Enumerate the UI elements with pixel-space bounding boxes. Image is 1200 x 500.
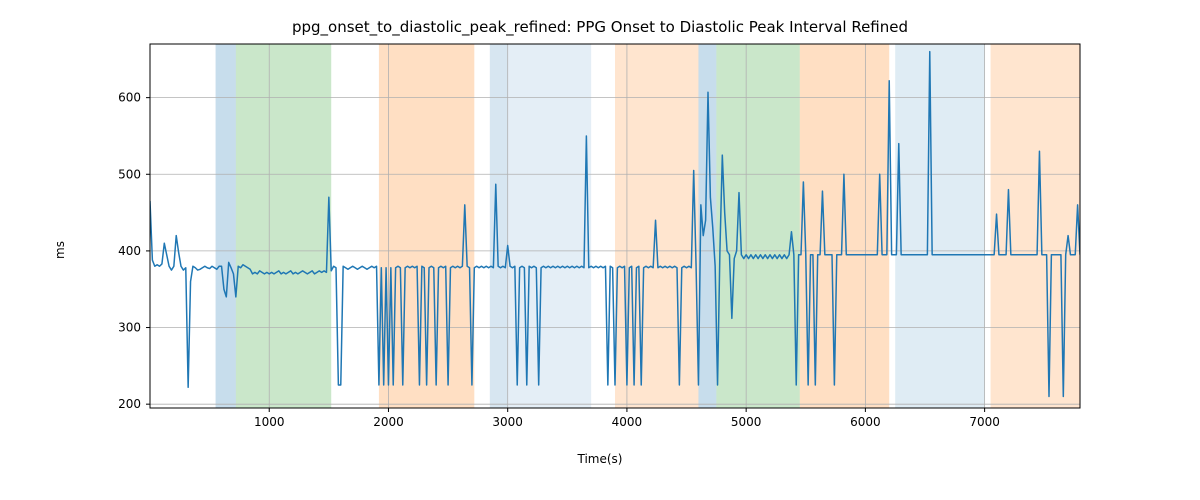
- band: [508, 44, 591, 408]
- band: [895, 44, 984, 408]
- x-tick-label: 5000: [731, 415, 762, 429]
- band: [216, 44, 236, 408]
- y-tick-label: 500: [118, 167, 141, 181]
- x-tick-label: 1000: [254, 415, 285, 429]
- x-tick-label: 6000: [850, 415, 881, 429]
- y-axis-label: ms: [50, 100, 70, 400]
- y-tick-label: 600: [118, 91, 141, 105]
- plot-svg: 1000 2000 3000 4000 5000 6000 7000 200 300 400 500…: [0, 0, 1200, 500]
- x-axis-label: Time(s): [0, 452, 1200, 466]
- chart-title: ppg_onset_to_diastolic_peak_refined: PPG…: [0, 18, 1200, 36]
- y-tick-label: 400: [118, 244, 141, 258]
- x-tick-label: 4000: [612, 415, 643, 429]
- chart-container: ppg_onset_to_diastolic_peak_refined: PPG…: [0, 0, 1200, 500]
- band: [236, 44, 331, 408]
- y-tick-label: 200: [118, 397, 141, 411]
- band: [716, 44, 799, 408]
- band: [991, 44, 1080, 408]
- x-tick-label: 2000: [373, 415, 404, 429]
- band: [490, 44, 508, 408]
- x-tick-label: 7000: [969, 415, 1000, 429]
- band: [800, 44, 889, 408]
- y-tick-label: 300: [118, 321, 141, 335]
- x-tick-label: 3000: [492, 415, 523, 429]
